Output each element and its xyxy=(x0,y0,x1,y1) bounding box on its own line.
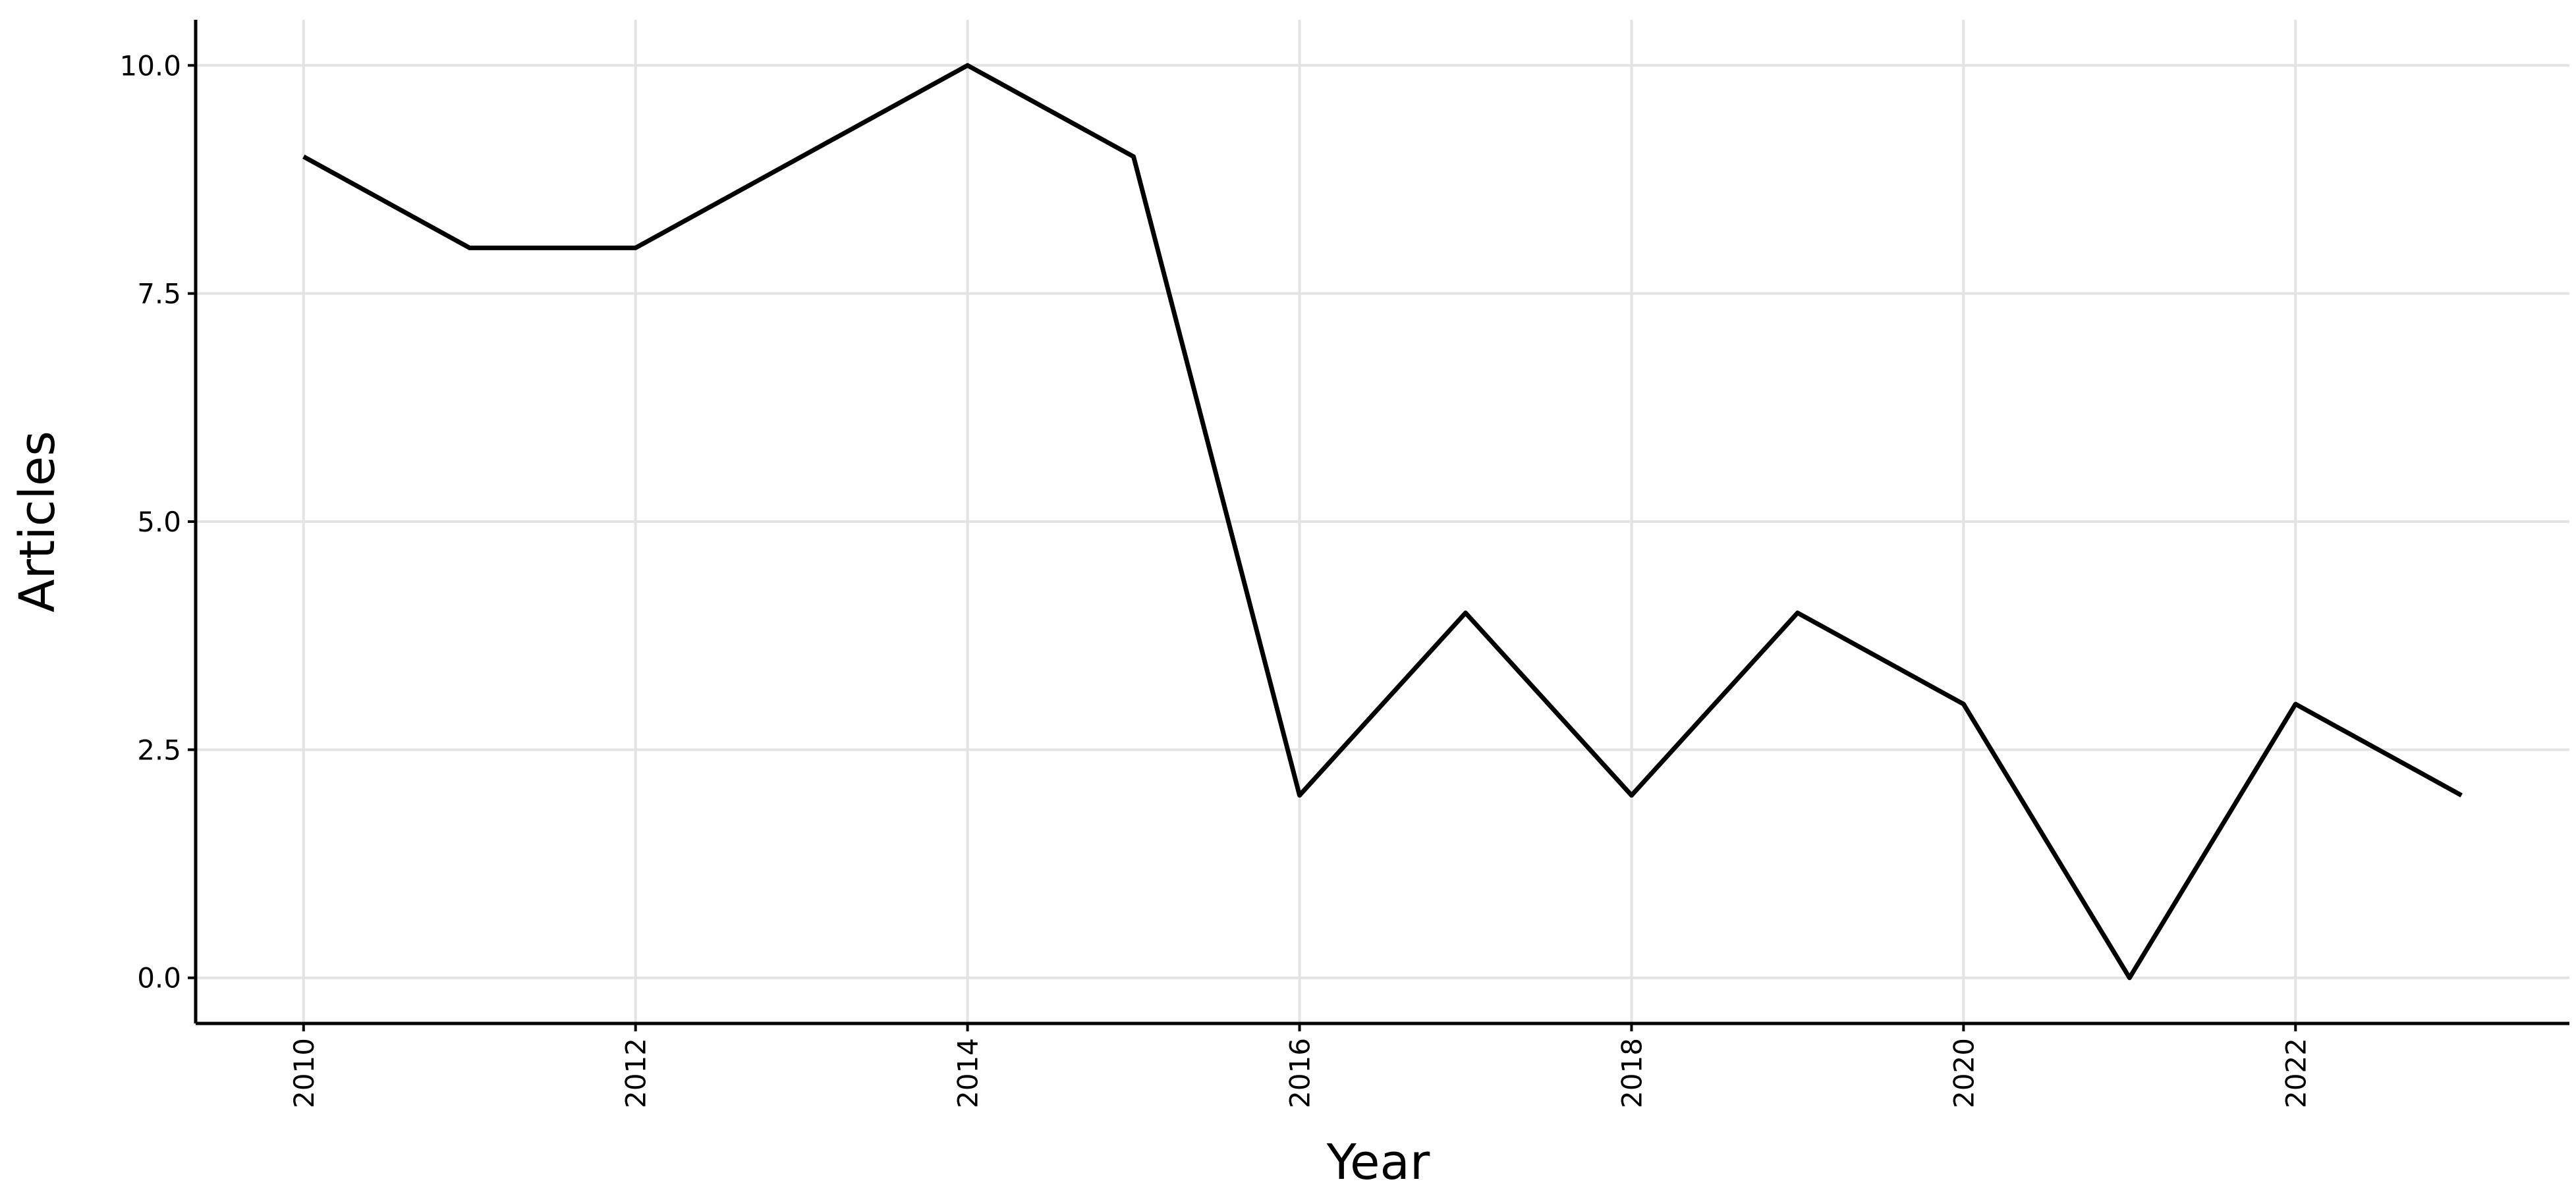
y-tick-label: 5.0 xyxy=(137,506,181,538)
x-tick-label: 2022 xyxy=(2280,1038,2312,1108)
x-tick-label: 2016 xyxy=(1284,1038,1316,1108)
x-tick-label: 2012 xyxy=(620,1038,652,1108)
y-tick-label: 7.5 xyxy=(137,278,181,310)
x-tick-label: 2020 xyxy=(1947,1038,1980,1108)
data-line xyxy=(302,63,2463,981)
y-tick-label: 0.0 xyxy=(137,962,181,994)
x-tick-label: 2018 xyxy=(1615,1038,1648,1108)
y-tick-label: 10.0 xyxy=(119,49,181,82)
y-axis-title: Articles xyxy=(9,431,66,612)
x-axis-title: Year xyxy=(1326,1134,1430,1191)
x-tick-label: 2014 xyxy=(952,1038,984,1108)
plot: 0.0 2.5 5.0 7.5 10.0 2010 2012 2014 2016 2018 2020… xyxy=(119,20,2569,1108)
y-tick-label: 2.5 xyxy=(137,734,181,766)
grid xyxy=(196,20,2569,1023)
x-tick-label: 2010 xyxy=(288,1038,320,1108)
